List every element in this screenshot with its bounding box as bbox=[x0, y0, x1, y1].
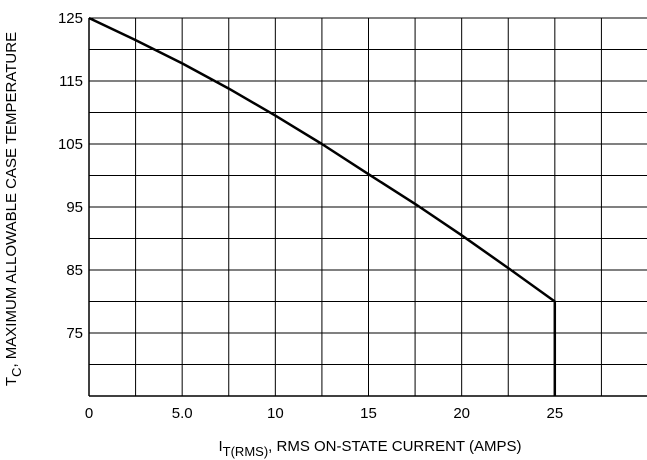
x-tick-label: 5.0 bbox=[172, 405, 193, 422]
x-tick-label: 25 bbox=[546, 405, 563, 422]
y-axis-title-symbol: T bbox=[3, 377, 20, 386]
x-axis-ticks: 0 5.0 10 15 20 25 bbox=[85, 405, 563, 422]
y-tick-label: 105 bbox=[58, 136, 83, 153]
x-axis-title-subscript: T(RMS) bbox=[223, 444, 269, 459]
x-axis-title: IT(RMS), RMS ON-STATE CURRENT (AMPS) bbox=[218, 438, 521, 459]
series-line bbox=[88, 16, 557, 396]
x-tick-label: 15 bbox=[360, 405, 377, 422]
y-tick-label: 75 bbox=[66, 325, 83, 342]
x-axis-title-text: , RMS ON-STATE CURRENT (AMPS) bbox=[268, 438, 521, 455]
y-tick-label: 85 bbox=[66, 262, 83, 279]
y-axis-ticks: 125 115 105 95 85 75 bbox=[58, 10, 83, 342]
y-tick-label: 95 bbox=[66, 199, 83, 216]
y-axis-title-subscript: C bbox=[9, 368, 24, 377]
y-tick-label: 115 bbox=[59, 73, 83, 90]
plot-frame bbox=[88, 17, 647, 397]
x-tick-label: 20 bbox=[453, 405, 470, 422]
y-tick-label: 125 bbox=[58, 10, 83, 27]
y-axis-title-text: , MAXIMUM ALLOWABLE CASE TEMPERATURE bbox=[3, 32, 20, 368]
x-axis-title-symbol: I bbox=[218, 438, 222, 455]
grid bbox=[89, 18, 647, 396]
x-tick-label: 10 bbox=[267, 405, 284, 422]
series bbox=[88, 16, 557, 396]
y-axis-title: TC, MAXIMUM ALLOWABLE CASE TEMPERATURE bbox=[3, 32, 24, 386]
x-tick-label: 0 bbox=[85, 405, 93, 422]
